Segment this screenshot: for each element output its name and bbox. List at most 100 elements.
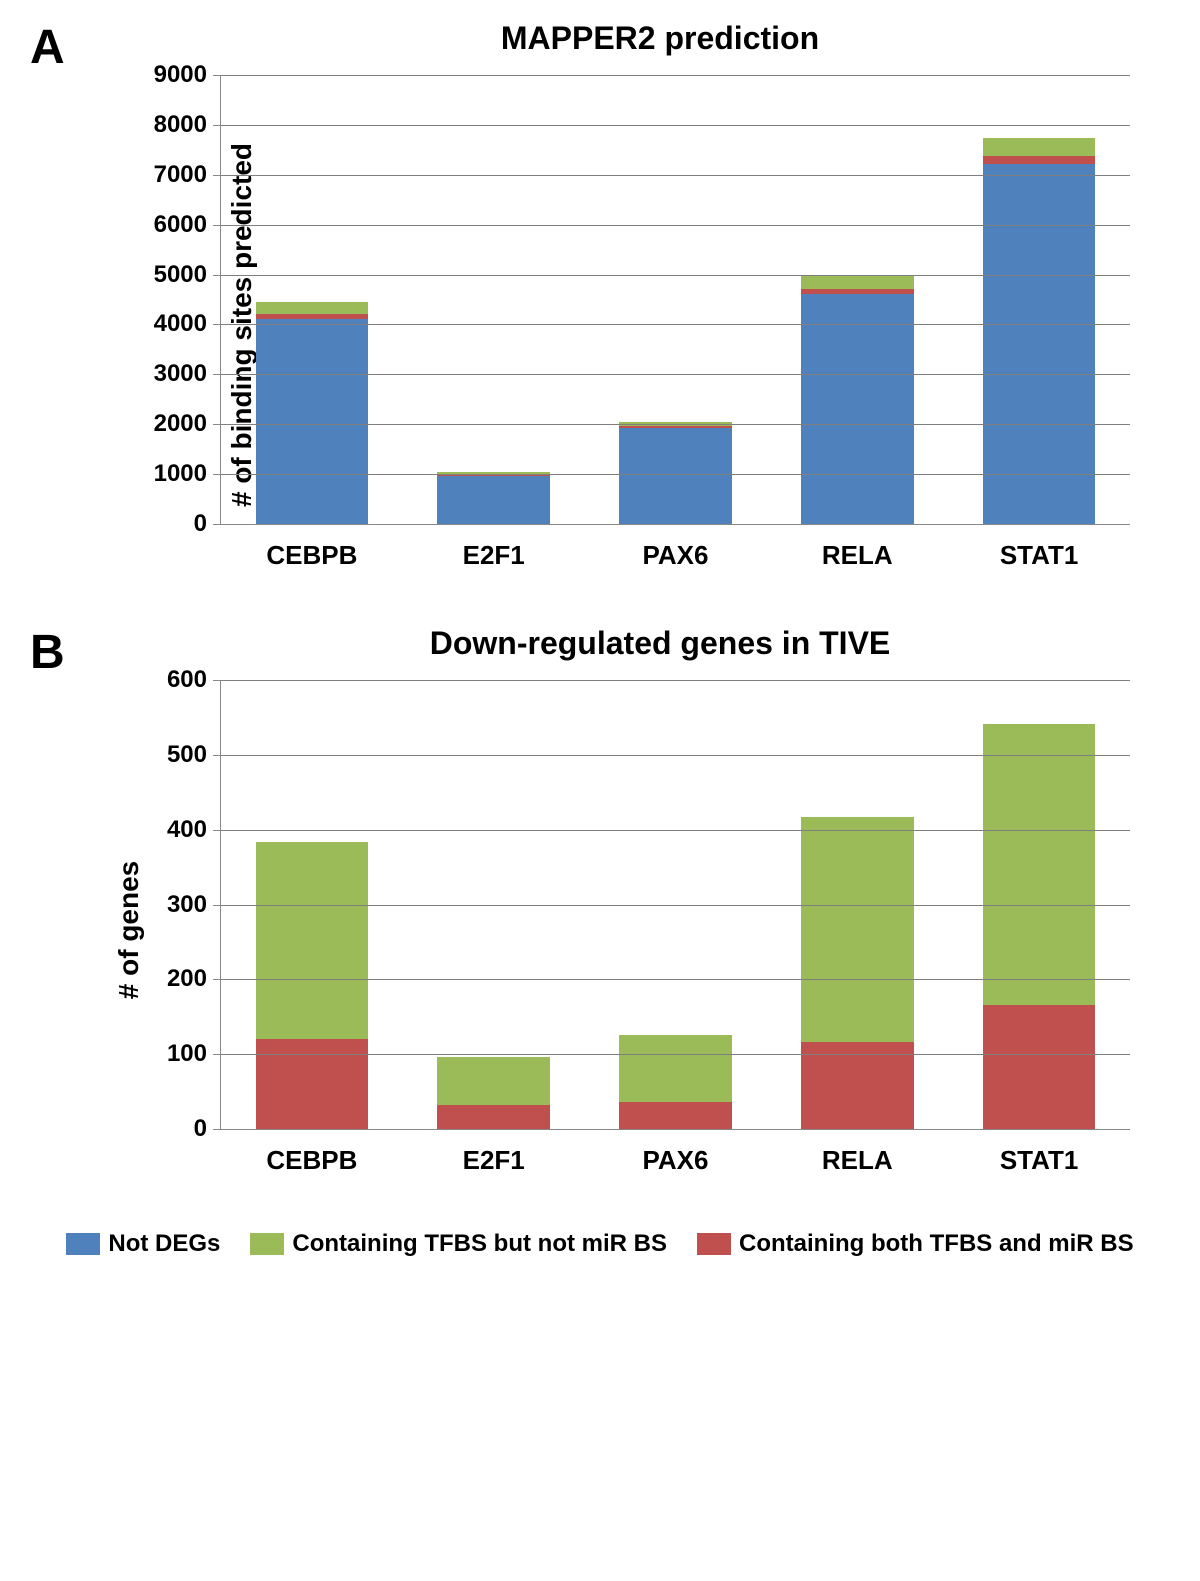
bar xyxy=(256,208,369,524)
ytick-label: 7000 xyxy=(154,161,207,189)
ytick-label: 8000 xyxy=(154,111,207,139)
bar xyxy=(619,923,732,1129)
ytick xyxy=(213,1129,221,1130)
xtick-label: CEBPB xyxy=(266,1145,357,1176)
gridline xyxy=(221,275,1130,276)
xtick-label: STAT1 xyxy=(1000,540,1078,571)
ytick xyxy=(213,75,221,76)
bar-segment-not_degs xyxy=(619,428,732,524)
bar-column: CEBPB xyxy=(221,75,403,524)
bar-column: RELA xyxy=(766,75,948,524)
chart-b-plot: CEBPBE2F1PAX6RELASTAT1 01002003004005006… xyxy=(220,680,1130,1130)
chart-b-ylabel: # of genes xyxy=(113,861,145,999)
ytick xyxy=(213,324,221,325)
ytick-label: 500 xyxy=(167,741,207,769)
legend-label: Containing TFBS but not miR BS xyxy=(292,1230,667,1258)
ytick xyxy=(213,979,221,980)
gridline xyxy=(221,830,1130,831)
bar-segment-not_degs xyxy=(983,164,1096,524)
ytick xyxy=(213,275,221,276)
legend: Not DEGs Containing TFBS but not miR BS Co… xyxy=(30,1230,1170,1258)
chart-a-plot: CEBPBE2F1PAX6RELASTAT1 01000200030004000… xyxy=(220,75,1130,525)
xtick-label: E2F1 xyxy=(463,540,525,571)
ytick xyxy=(213,175,221,176)
bar-segment-both xyxy=(437,1105,550,1129)
bar-segment-tfbs_only xyxy=(256,842,369,1040)
gridline xyxy=(221,324,1130,325)
ytick-label: 0 xyxy=(194,1115,207,1143)
bar-segment-not_degs xyxy=(801,294,914,524)
legend-item-not_degs: Not DEGs xyxy=(66,1230,220,1258)
chart-a-title: MAPPER2 prediction xyxy=(150,20,1170,57)
gridline xyxy=(221,474,1130,475)
gridline xyxy=(221,680,1130,681)
xtick-label: RELA xyxy=(822,540,893,571)
gridline xyxy=(221,905,1130,906)
legend-label: Not DEGs xyxy=(108,1230,220,1258)
bar xyxy=(619,310,732,524)
bar-segment-not_degs xyxy=(256,319,369,524)
bar-segment-tfbs_only xyxy=(256,302,369,314)
bar xyxy=(983,107,1096,524)
ytick xyxy=(213,680,221,681)
ytick xyxy=(213,905,221,906)
gridline xyxy=(221,75,1130,76)
xtick-label: RELA xyxy=(822,1145,893,1176)
gridline xyxy=(221,125,1130,126)
bar-segment-both xyxy=(619,1102,732,1129)
ytick-label: 4000 xyxy=(154,310,207,338)
ytick-label: 9000 xyxy=(154,61,207,89)
bar xyxy=(437,371,550,524)
bar xyxy=(801,755,914,1129)
bar-column: STAT1 xyxy=(948,75,1130,524)
ytick-label: 3000 xyxy=(154,360,207,388)
gridline xyxy=(221,979,1130,980)
gridline xyxy=(221,374,1130,375)
xtick-label: CEBPB xyxy=(266,540,357,571)
bar xyxy=(256,770,369,1129)
legend-swatch xyxy=(250,1233,284,1255)
bar-segment-both xyxy=(983,1005,1096,1129)
panel-b: B Down-regulated genes in TIVE # of gene… xyxy=(30,625,1170,1190)
ytick xyxy=(213,524,221,525)
ytick-label: 0 xyxy=(194,510,207,538)
panel-letter-b: B xyxy=(30,625,65,680)
ytick xyxy=(213,830,221,831)
bar-column: E2F1 xyxy=(403,75,585,524)
chart-a: # of binding sites predicted CEBPBE2F1PA… xyxy=(150,65,1130,585)
chart-b-title: Down-regulated genes in TIVE xyxy=(150,625,1170,662)
xtick-label: STAT1 xyxy=(1000,1145,1078,1176)
ytick xyxy=(213,125,221,126)
ytick xyxy=(213,374,221,375)
legend-item-both: Containing both TFBS and miR BS xyxy=(697,1230,1134,1258)
ytick xyxy=(213,1054,221,1055)
gridline xyxy=(221,175,1130,176)
legend-swatch xyxy=(66,1233,100,1255)
ytick-label: 6000 xyxy=(154,211,207,239)
gridline xyxy=(221,755,1130,756)
gridline xyxy=(221,1054,1130,1055)
ytick-label: 2000 xyxy=(154,410,207,438)
panel-letter-a: A xyxy=(30,20,65,75)
ytick-label: 100 xyxy=(167,1040,207,1068)
xtick-label: PAX6 xyxy=(642,540,708,571)
ytick-label: 600 xyxy=(167,666,207,694)
ytick xyxy=(213,755,221,756)
ytick xyxy=(213,225,221,226)
ytick-label: 400 xyxy=(167,816,207,844)
legend-swatch xyxy=(697,1233,731,1255)
bar-segment-both xyxy=(983,156,1096,164)
xtick-label: E2F1 xyxy=(463,1145,525,1176)
panel-a: A MAPPER2 prediction # of binding sites … xyxy=(30,20,1170,585)
legend-item-tfbs_only: Containing TFBS but not miR BS xyxy=(250,1230,667,1258)
bar xyxy=(437,949,550,1129)
xtick-label: PAX6 xyxy=(642,1145,708,1176)
legend-label: Containing both TFBS and miR BS xyxy=(739,1230,1134,1258)
chart-b: # of genes CEBPBE2F1PAX6RELASTAT1 010020… xyxy=(150,670,1130,1190)
ytick xyxy=(213,474,221,475)
bar-segment-not_degs xyxy=(437,476,550,524)
ytick xyxy=(213,424,221,425)
bar-segment-tfbs_only xyxy=(983,138,1096,156)
bar-segment-tfbs_only xyxy=(801,275,914,288)
bar-segment-tfbs_only xyxy=(619,1035,732,1102)
